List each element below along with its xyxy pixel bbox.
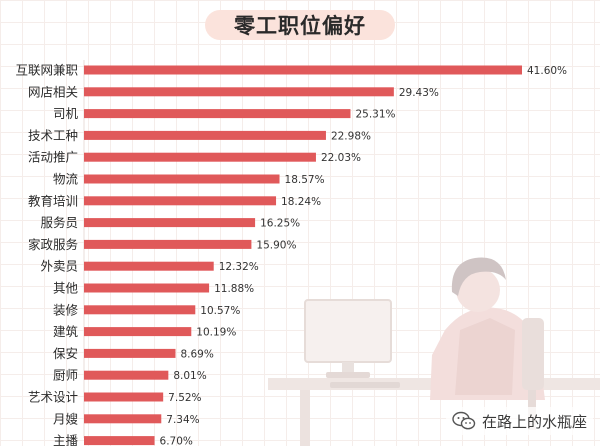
category-label: 建筑 [53, 324, 79, 339]
category-label: 外卖员 [40, 259, 78, 274]
category-label: 其他 [53, 281, 79, 296]
watermark: 在路上的水瓶座 [446, 407, 594, 435]
category-label: 艺术设计 [28, 390, 78, 405]
category-label: 互联网兼职 [15, 63, 78, 78]
category-label: 服务员 [40, 215, 78, 230]
category-label: 月嫂 [53, 411, 79, 426]
category-label: 网店相关 [28, 84, 78, 99]
wechat-icon [452, 411, 476, 430]
value-label: 12.32% [219, 261, 259, 273]
value-label: 10.19% [196, 327, 236, 339]
bar [84, 305, 196, 315]
value-label: 8.69% [180, 348, 213, 360]
bar [84, 327, 192, 337]
category-label: 家政服务 [28, 237, 78, 252]
value-label: 7.52% [168, 392, 201, 404]
bar [84, 348, 176, 358]
chart-title-container: 零工职位偏好 [205, 6, 395, 44]
category-label: 教育培训 [28, 193, 78, 208]
bar [84, 436, 155, 446]
bar [84, 370, 169, 380]
value-label: 8.01% [173, 370, 206, 382]
bar [84, 152, 316, 162]
value-label: 22.03% [321, 152, 361, 164]
category-label: 技术工种 [28, 128, 78, 143]
category-label: 保安 [53, 346, 78, 361]
bar [84, 130, 326, 140]
bar [84, 283, 210, 293]
bar [84, 239, 252, 249]
value-label: 16.25% [260, 218, 300, 230]
bar [84, 109, 351, 119]
bar [84, 261, 214, 271]
value-label: 7.34% [166, 414, 199, 426]
bar [84, 392, 164, 402]
title-pill-background [205, 10, 395, 40]
category-label: 活动推广 [28, 150, 78, 165]
chart-title: 零工职位偏好 [234, 14, 366, 38]
value-label: 18.57% [285, 174, 325, 186]
value-label: 25.31% [355, 109, 395, 121]
value-label: 18.24% [281, 196, 321, 208]
category-label: 装修 [53, 302, 79, 317]
value-label: 15.90% [256, 239, 296, 251]
category-label: 司机 [53, 106, 79, 121]
value-label: 6.70% [160, 436, 193, 446]
category-label: 主播 [53, 433, 79, 446]
bar [84, 218, 256, 228]
value-label: 11.88% [214, 283, 254, 295]
watermark-text: 在路上的水瓶座 [482, 412, 588, 431]
category-label: 厨师 [53, 368, 78, 383]
bar [84, 65, 522, 75]
bar [84, 87, 394, 97]
bar [84, 196, 277, 206]
value-label: 22.98% [331, 130, 371, 142]
category-label: 物流 [53, 172, 79, 187]
value-label: 29.43% [399, 87, 439, 99]
value-label: 10.57% [200, 305, 240, 317]
bar [84, 414, 162, 424]
bar [84, 174, 280, 184]
value-label: 41.60% [527, 65, 567, 77]
